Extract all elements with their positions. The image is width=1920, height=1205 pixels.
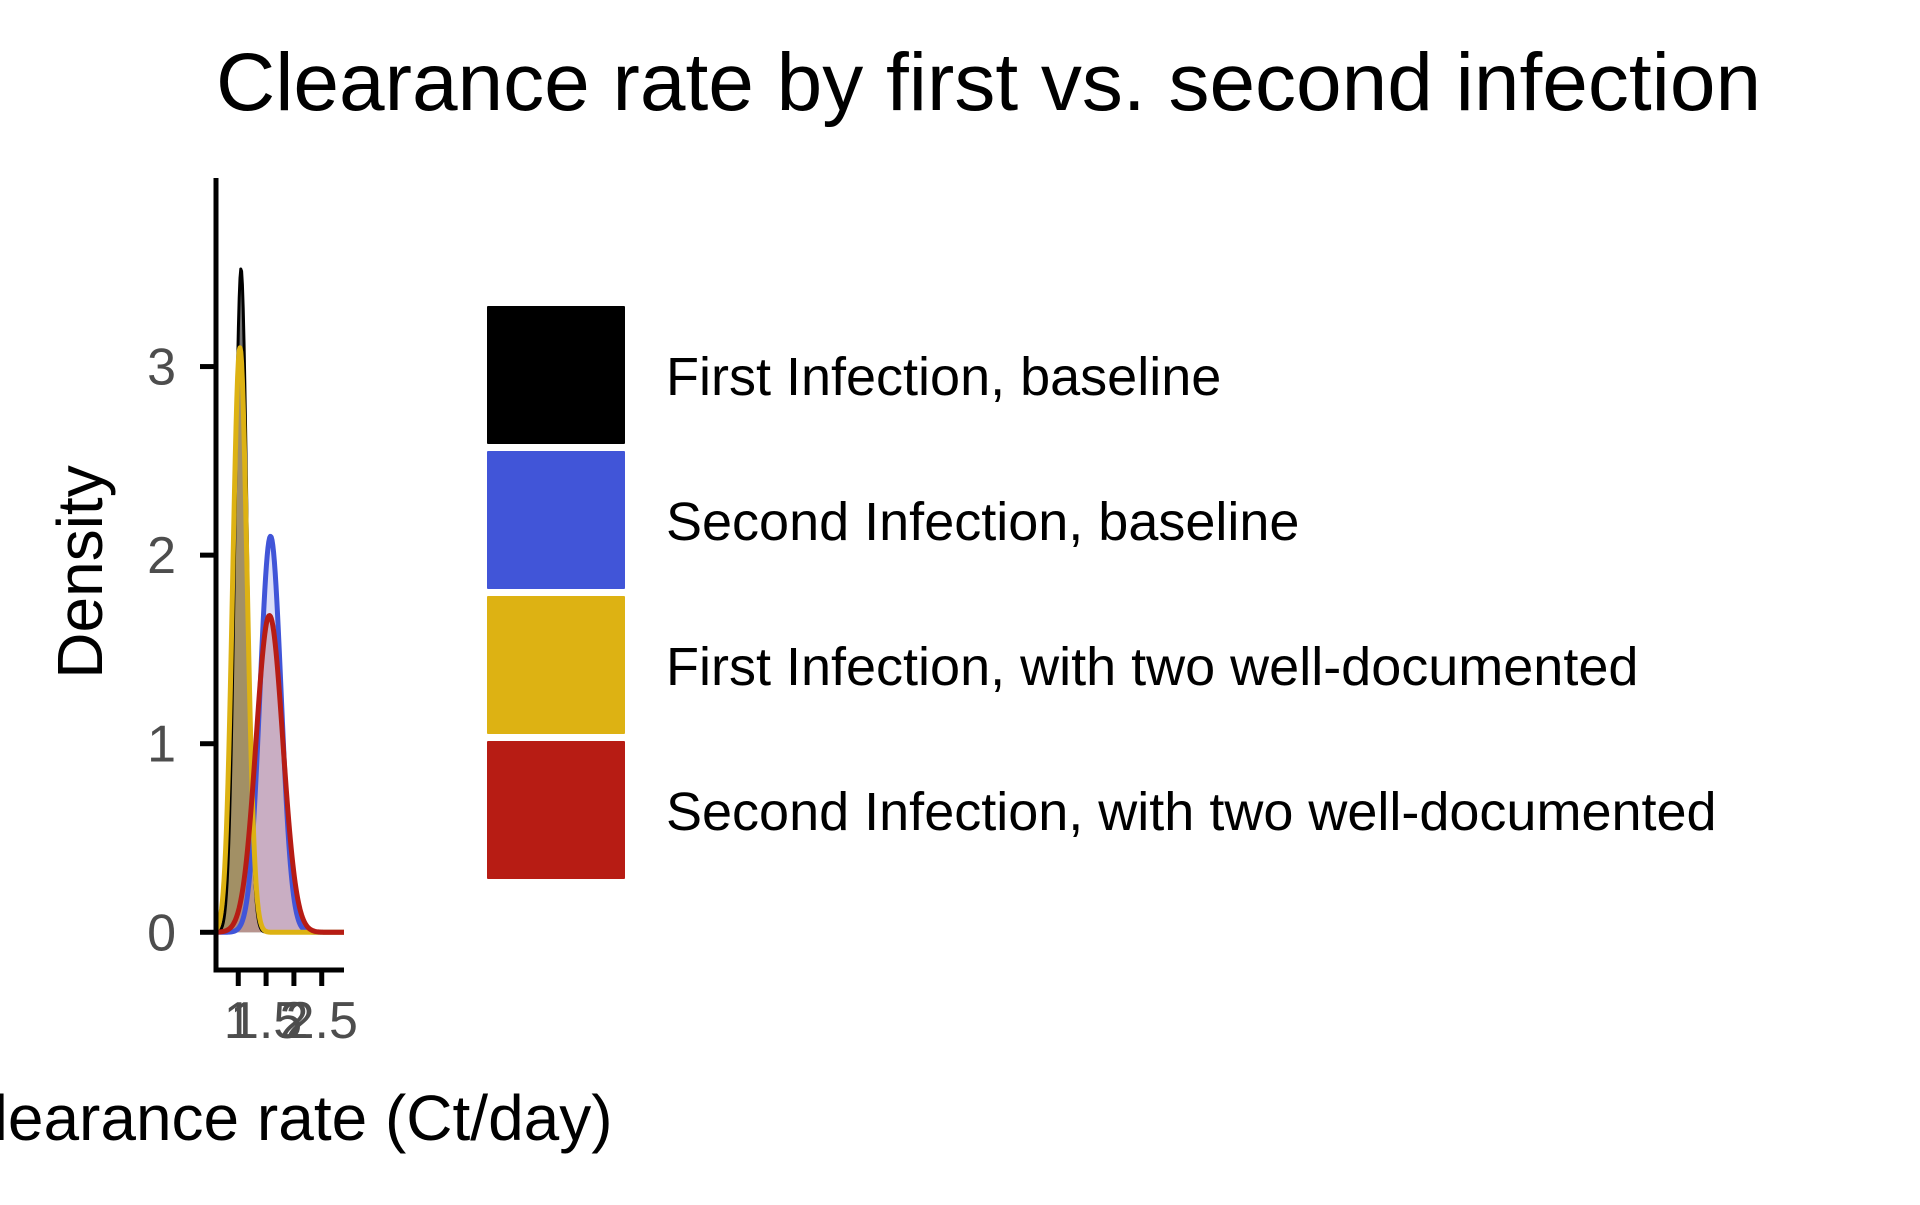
x-axis-ticks: 11.522.5 [224, 970, 358, 1050]
legend-label-3: First Infection, with two well-documente… [666, 637, 1638, 697]
legend-swatch-2 [485, 449, 627, 591]
y-axis-ticks: 0 1 2 3 [147, 339, 216, 962]
plot-area [216, 267, 346, 935]
x-tick-label: 1 [224, 992, 253, 1050]
x-axis-label: Clearance rate (Ct/day) [0, 1082, 613, 1154]
x-tick-label: 2.5 [286, 992, 358, 1050]
legend-label-1: First Infection, baseline [666, 347, 1221, 407]
density-line-4 [216, 613, 346, 935]
x-tick-label: 1.5 [230, 992, 302, 1050]
density-area-3 [216, 347, 344, 933]
legend-swatch-1 [485, 304, 627, 446]
y-axis-label: Density [44, 465, 116, 678]
y-tick-label: 2 [147, 527, 176, 585]
legend-swatch-3 [485, 594, 627, 736]
density-curves [216, 267, 346, 935]
y-tick-label: 3 [147, 339, 176, 397]
y-tick-label: 0 [147, 904, 176, 962]
legend-swatch-4 [485, 739, 627, 881]
chart-title: Clearance rate by first vs. second infec… [216, 37, 1761, 128]
legend-label-2: Second Infection, baseline [666, 492, 1299, 552]
legend: First Infection, baseline Second Infectio… [485, 304, 1717, 881]
x-tick-label: 2 [279, 992, 308, 1050]
y-tick-label: 1 [147, 716, 176, 774]
legend-label-4: Second Infection, with two well-document… [666, 782, 1717, 842]
